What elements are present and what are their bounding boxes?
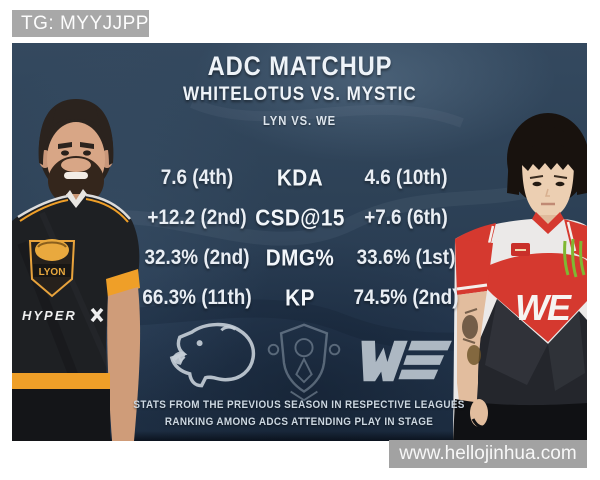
- stat-left-value: 7.6 (4th): [160, 166, 234, 189]
- stat-left-value: +12.2 (2nd): [147, 206, 247, 229]
- league-crest-icon: [267, 323, 341, 402]
- players-subtitle: WHITELOTUS VS. MYSTIC: [182, 84, 417, 105]
- stat-row-kp: 66.3% (11th) KP 74.5% (2nd): [12, 278, 587, 318]
- stat-label: KDA: [276, 164, 324, 191]
- lyon-lion-icon: [169, 322, 256, 388]
- watermark-text: www.hellojinhua.com: [399, 443, 577, 464]
- stat-label: DMG%: [265, 244, 335, 271]
- stat-right-value: 4.6 (10th): [364, 166, 448, 189]
- whitelotus-jersey: LYON HYPER: [12, 189, 141, 441]
- stat-left-value: 66.3% (11th): [142, 286, 252, 309]
- footnote-line-2: RANKING AMONG ADCS ATTENDING PLAY IN STA…: [165, 416, 434, 428]
- stat-row-kda: 7.6 (4th) KDA 4.6 (10th): [12, 158, 587, 198]
- matchup-graphic: LYON HYPER: [12, 43, 587, 441]
- mystic-jersey: WE: [453, 212, 587, 441]
- hyperx-sponsor-text: HYPER: [22, 308, 77, 323]
- page-title: ADC MATCHUP: [207, 51, 392, 81]
- stats-table: 7.6 (4th) KDA 4.6 (10th) +12.2 (2nd) CSD…: [12, 158, 587, 318]
- we-jersey-logo-text: WE: [515, 287, 572, 328]
- matchup-header: ADC MATCHUP WHITELOTUS VS. MYSTIC LYN VS…: [12, 51, 587, 128]
- player-photo-mystic: WE: [453, 113, 587, 441]
- stat-right-value: +7.6 (6th): [364, 206, 448, 229]
- stat-label: KP: [285, 284, 315, 311]
- stat-row-csd15: +12.2 (2nd) CSD@15 +7.6 (6th): [12, 198, 587, 238]
- stat-label: CSD@15: [255, 204, 345, 231]
- teams-line: LYN VS. WE: [263, 114, 336, 128]
- stat-right-value: 74.5% (2nd): [353, 286, 459, 309]
- stat-left-value: 32.3% (2nd): [144, 246, 250, 269]
- watermark: www.hellojinhua.com: [389, 440, 587, 468]
- stat-row-dmg: 32.3% (2nd) DMG% 33.6% (1st): [12, 238, 587, 278]
- footnote: STATS FROM THE PREVIOUS SEASON IN RESPEC…: [12, 399, 587, 429]
- whitelotus-head: [38, 99, 114, 216]
- tg-badge: TG: MYYJJPP: [12, 10, 149, 37]
- tg-badge-text: TG: MYYJJPP: [21, 12, 149, 34]
- we-icon: [361, 340, 452, 382]
- footnote-line-1: STATS FROM THE PREVIOUS SEASON IN RESPEC…: [133, 399, 466, 411]
- stat-right-value: 33.6% (1st): [356, 246, 456, 269]
- lyon-jersey-badge-text: LYON: [39, 267, 66, 278]
- player-photo-whitelotus: LYON HYPER: [12, 99, 141, 441]
